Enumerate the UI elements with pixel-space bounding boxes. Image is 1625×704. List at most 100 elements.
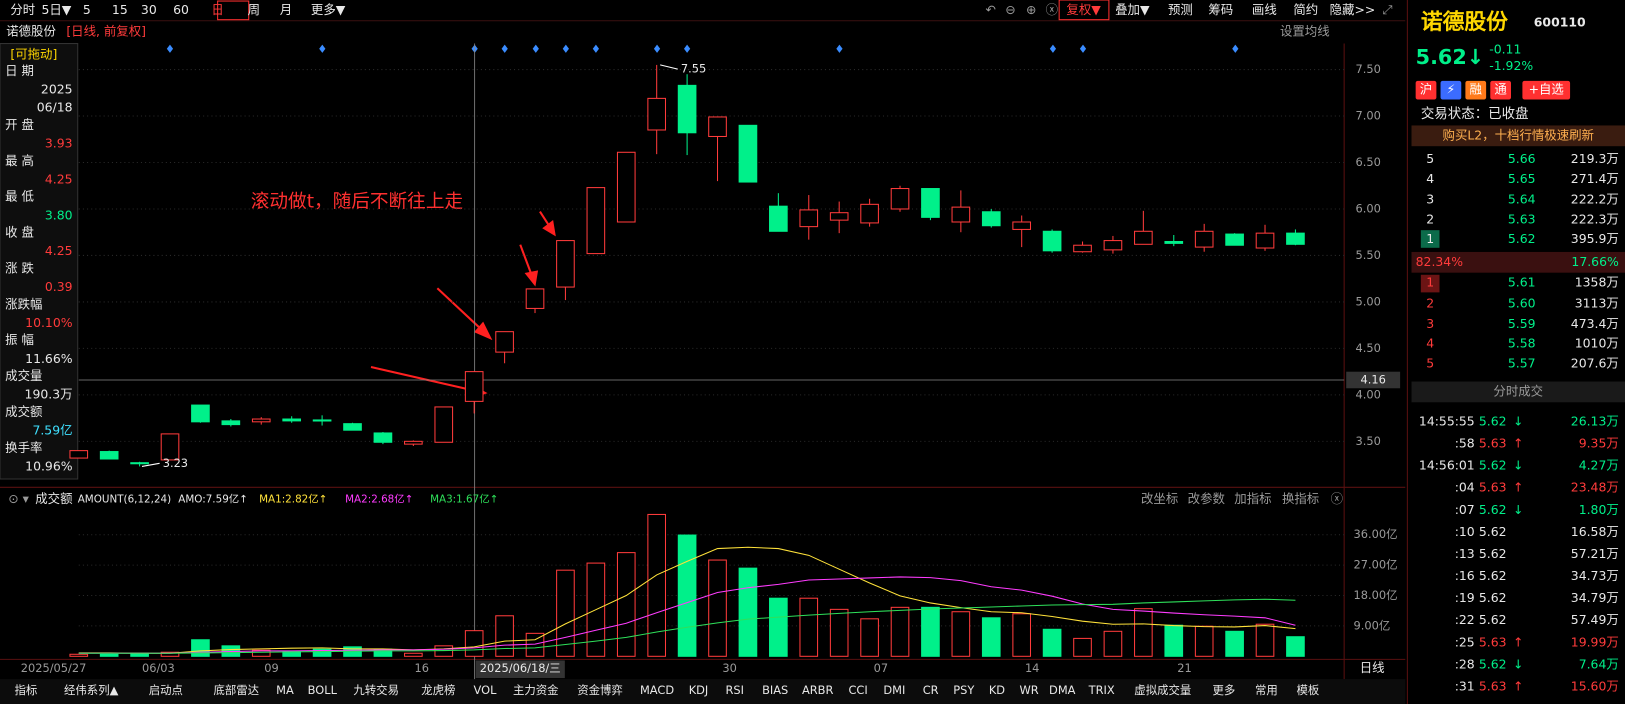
arrow (436, 287, 486, 334)
tab[interactable]: 龙虎榜 (421, 683, 455, 697)
candle-body (981, 211, 1001, 227)
tab[interactable]: TRIX (1088, 683, 1115, 697)
tab[interactable]: DMI (883, 683, 905, 697)
banner[interactable]: 购买L2，十档行情极速刷新 (1443, 127, 1594, 142)
badge[interactable]: 沪 (1420, 82, 1432, 97)
field-value: 7.59亿 (32, 423, 72, 438)
tab[interactable]: CR (923, 683, 939, 697)
tab[interactable]: 虚拟成交量 (1134, 683, 1191, 697)
ma-line (78, 546, 1296, 654)
ma-setting[interactable]: 设置均线 (1280, 24, 1330, 39)
tab[interactable]: 主力资金 (513, 683, 559, 697)
toolbar-button[interactable]: 15 (112, 2, 128, 17)
field-value: 0.39 (45, 279, 73, 294)
level-mark (1420, 230, 1440, 248)
signal-marker (1049, 44, 1057, 53)
tab[interactable]: 更多 (1213, 683, 1236, 697)
candle-body (586, 187, 606, 255)
field-value: 11.66% (25, 351, 73, 366)
field-value: 2025 (41, 82, 73, 97)
tab[interactable]: KDJ (689, 683, 709, 697)
toolbar-button[interactable]: 5 (83, 2, 91, 17)
signal-marker (653, 44, 661, 53)
volume-bar (464, 630, 484, 657)
volume-bar (1073, 637, 1092, 657)
tab[interactable]: BIAS (762, 683, 788, 697)
drag-label[interactable]: [可拖动] (10, 46, 57, 61)
tab[interactable]: BOLL (308, 683, 338, 697)
tab[interactable]: 九转交易 (353, 683, 399, 697)
toolbar-button[interactable]: 更多▼ (311, 2, 346, 17)
panel-button[interactable]: 换指标 (1282, 491, 1319, 506)
toolbar-button[interactable]: 叠加▼ (1115, 2, 1150, 17)
close-icon[interactable]: ⓧ (1046, 2, 1058, 17)
toolbar-button[interactable]: 日 (211, 2, 223, 17)
tab[interactable]: ARBR (802, 683, 834, 697)
toolbar-button[interactable]: 5日▼ (41, 2, 71, 17)
panel-menu[interactable]: ⊙ ▾ (8, 491, 29, 506)
arrow-head (542, 220, 556, 237)
tab[interactable]: 启动点 (149, 683, 183, 697)
badge[interactable]: ⚡ (1447, 82, 1456, 97)
toolbar-button[interactable]: 60 (173, 2, 189, 17)
tab[interactable]: KD (989, 683, 1005, 697)
trade-volume: 15.60万 (1571, 678, 1619, 693)
quote-change-pct: -1.92% (1489, 58, 1533, 73)
arrow (370, 366, 481, 393)
candle-body (1103, 240, 1123, 251)
badge[interactable]: 融 (1470, 82, 1482, 97)
tab[interactable]: MACD (640, 683, 674, 697)
field-label: 开 盘 (5, 117, 34, 132)
toolbar-button[interactable]: 复权▼ (1066, 2, 1101, 17)
book-level: 2 (1426, 211, 1434, 226)
tab[interactable]: MA (276, 683, 294, 697)
tab[interactable]: PSY (953, 683, 974, 697)
trade-time: :22 (1455, 612, 1475, 627)
tab[interactable]: WR (1020, 683, 1039, 697)
tab[interactable]: 模板 (1296, 683, 1319, 697)
trade-price: 5.62 (1479, 656, 1507, 671)
tab[interactable]: 常用 (1255, 683, 1278, 697)
panel-button[interactable]: 改坐标 (1141, 491, 1178, 506)
fullscreen-icon[interactable]: ⤢ (1381, 2, 1392, 17)
toolbar-button[interactable]: 月 (280, 2, 292, 17)
tab[interactable]: 资金博弈 (577, 683, 623, 697)
badge[interactable]: 通 (1494, 82, 1507, 97)
tab[interactable]: DMA (1049, 683, 1076, 697)
tab[interactable]: CCI (848, 683, 867, 697)
field-label: 振 幅 (5, 332, 34, 347)
close-icon[interactable]: ⓧ (1331, 491, 1343, 506)
tab[interactable]: 底部雷达 (214, 683, 260, 697)
toolbar-button[interactable]: 分时 (10, 2, 35, 17)
y-tick-label: 27.00亿 (1353, 558, 1397, 572)
toolbar-button[interactable]: 周 (248, 2, 260, 17)
toolbar-button[interactable]: 筹码 (1208, 2, 1233, 17)
trade-price: 5.62 (1479, 590, 1507, 605)
tab[interactable]: RSI (726, 683, 745, 697)
candle-body (1194, 230, 1214, 248)
toolbar-button[interactable]: 简约 (1293, 2, 1318, 17)
badge-bg (1522, 80, 1571, 100)
field-label: 收 盘 (5, 225, 34, 240)
panel-button[interactable]: 加指标 (1234, 491, 1271, 506)
trade-time: :07 (1455, 502, 1475, 517)
undo-icon[interactable]: ↶ (986, 2, 996, 17)
field-label: 涨跌幅 (5, 296, 42, 311)
zoom-in-icon[interactable]: ⊕ (1026, 2, 1036, 17)
badge[interactable]: +自选 (1529, 82, 1564, 97)
crosshair-box (1346, 371, 1401, 389)
tab[interactable]: VOL (474, 683, 498, 697)
panel-button[interactable]: 改参数 (1188, 491, 1226, 506)
toolbar-button[interactable]: 画线 (1252, 2, 1277, 17)
tab[interactable]: 经伟系列▲ (64, 683, 119, 697)
y-tick-label: 18.00亿 (1353, 588, 1397, 602)
tab[interactable]: 指标 (15, 683, 38, 697)
volume-bar (160, 651, 180, 657)
trade-volume: 26.13万 (1571, 413, 1619, 428)
toolbar-button[interactable]: 隐藏>> (1330, 2, 1376, 17)
toolbar-button[interactable]: 预测 (1168, 2, 1193, 17)
toolbar-button[interactable]: 30 (141, 2, 157, 17)
x-tick-label: 14 (1025, 661, 1039, 675)
zoom-out-icon[interactable]: ⊖ (1005, 2, 1015, 17)
